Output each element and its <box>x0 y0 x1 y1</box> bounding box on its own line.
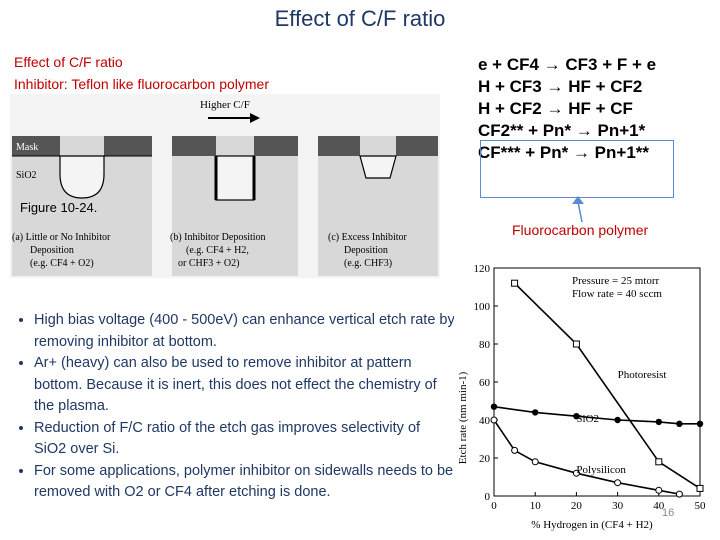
caption-c-2: Deposition <box>344 245 388 256</box>
profile-c <box>318 136 438 276</box>
page-number: 16 <box>662 507 675 519</box>
data-point-photoresist <box>696 484 704 492</box>
polymer-arrow-icon <box>572 196 584 222</box>
series-label-photoresist: Photoresist <box>618 369 667 381</box>
polymerization-box <box>480 140 674 198</box>
equation-5: CF*** + Pn* → Pn+1** <box>478 143 650 162</box>
sio2-label: SiO2 <box>16 170 37 181</box>
caption-c-1: (c) Excess Inhibitor <box>328 232 408 243</box>
profile-b <box>172 136 298 276</box>
reaction-equations: e + CF4 → CF3 + F + e H + CF3 → HF + CF2… <box>478 54 656 164</box>
data-point-photoresist <box>572 340 580 348</box>
data-point-polysilicon <box>655 486 663 494</box>
y-tick-label: 100 <box>474 301 491 313</box>
caption-b-1: (b) Inhibitor Deposition <box>170 232 266 243</box>
polymer-label: Fluorocarbon polymer <box>512 222 649 238</box>
etch-profile-figure: Higher C/F Mask SiO2 Figure 10-24. (a) L… <box>10 94 440 278</box>
y-axis-title: Etch rate (nm min-1) <box>457 371 469 464</box>
y-tick-label: 80 <box>479 339 491 351</box>
subtitle-line-2: Inhibitor: Teflon like fluorocarbon poly… <box>14 76 269 92</box>
x-tick-label: 40 <box>653 500 665 512</box>
x-axis-title: % Hydrogen in (CF4 + H2) <box>531 519 653 531</box>
higher-cf-label: Higher C/F <box>200 99 250 111</box>
annotation-pressure: Pressure = 25 mtorr <box>572 275 659 287</box>
caption-c-3: (e.g. CHF3) <box>344 258 392 269</box>
series-label-sio2: SiO2 <box>576 413 599 425</box>
caption-a-2: Deposition <box>30 245 74 256</box>
caption-a-3: (e.g. CF4 + O2) <box>30 258 94 269</box>
x-tick-label: 20 <box>571 500 583 512</box>
x-tick-label: 30 <box>612 500 624 512</box>
series-label-polysilicon: Polysilicon <box>576 464 626 476</box>
figure-number: Figure 10-24. <box>20 200 97 215</box>
bullet-list: High bias voltage (400 - 500eV) can enha… <box>16 310 456 504</box>
data-point-sio2 <box>696 420 704 427</box>
data-point-polysilicon <box>675 490 683 498</box>
series-line-photoresist <box>514 282 701 490</box>
x-tick-label: 0 <box>491 500 497 512</box>
x-tick-label: 50 <box>695 500 707 512</box>
bullet-3: Reduction of F/C ratio of the etch gas i… <box>34 418 456 461</box>
slide-title: Effect of C/F ratio <box>274 6 446 31</box>
data-point-polysilicon <box>511 446 519 454</box>
etch-rate-chart: Etch rate (nm min-1) % Hydrogen in (CF4 … <box>454 258 716 536</box>
profile-a <box>12 136 152 276</box>
caption-b-2: (e.g. CF4 + H2, <box>186 245 249 256</box>
x-tick-label: 10 <box>530 500 542 512</box>
equation-4: CF2** + Pn* → Pn+1* <box>478 121 646 140</box>
data-point-sio2 <box>573 413 580 420</box>
data-point-photoresist <box>511 279 519 287</box>
caption-b-3: or CHF3 + O2) <box>178 258 239 269</box>
data-point-polysilicon <box>572 469 580 477</box>
mask-label: Mask <box>16 142 38 153</box>
equation-1: e + CF4 → CF3 + F + e <box>478 55 657 74</box>
equation-3: H + CF2 → HF + CF <box>478 99 633 118</box>
data-point-sio2 <box>490 403 498 410</box>
annotation-flow: Flow rate = 40 sccm <box>572 288 662 300</box>
bullet-4: For some applications, polymer inhibitor… <box>34 461 456 504</box>
data-point-sio2 <box>532 409 539 416</box>
bullet-2: Ar+ (heavy) can also be used to remove i… <box>34 353 456 418</box>
y-tick-label: 20 <box>479 453 491 465</box>
data-point-polysilicon <box>490 416 498 424</box>
subtitle-line-1: Effect of C/F ratio <box>14 54 123 70</box>
y-tick-label: 40 <box>479 415 491 427</box>
data-point-sio2 <box>655 418 662 426</box>
data-point-sio2 <box>676 420 683 427</box>
bullet-1: High bias voltage (400 - 500eV) can enha… <box>34 310 456 353</box>
data-point-sio2 <box>614 416 621 424</box>
caption-a-1: (a) Little or No Inhibitor <box>12 232 111 243</box>
y-tick-label: 0 <box>485 491 491 503</box>
equation-2: H + CF3 → HF + CF2 <box>478 77 643 96</box>
y-tick-label: 120 <box>474 263 491 275</box>
y-tick-label: 60 <box>479 377 491 389</box>
data-point-polysilicon <box>614 479 622 487</box>
data-point-photoresist <box>655 458 663 466</box>
data-point-polysilicon <box>531 458 539 466</box>
